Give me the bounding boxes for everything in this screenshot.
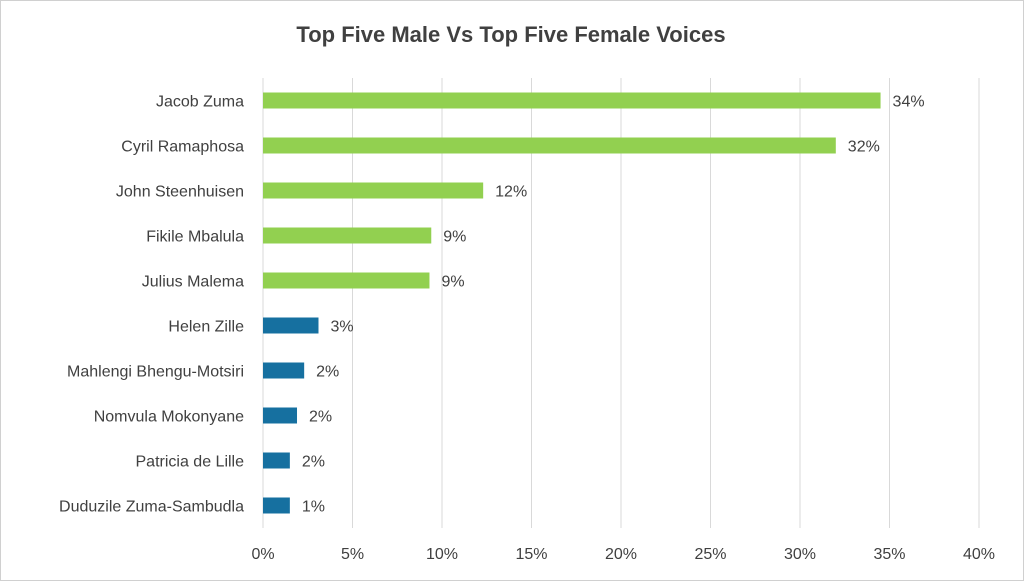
category-label: Julius Malema xyxy=(142,274,244,291)
bar xyxy=(263,452,290,469)
x-tick-label: 30% xyxy=(784,546,816,563)
data-label: 2% xyxy=(302,454,325,471)
x-tick-label: 40% xyxy=(963,546,995,563)
category-label: Patricia de Lille xyxy=(136,454,245,471)
category-labels: Jacob Zuma Cyril Ramaphosa John Steenhuise… xyxy=(59,94,244,516)
x-tick-label: 35% xyxy=(873,546,905,563)
data-label: 9% xyxy=(443,229,466,246)
x-tick-label: 0% xyxy=(251,546,274,563)
bar xyxy=(263,272,430,289)
data-label: 2% xyxy=(316,364,339,381)
bar xyxy=(263,497,290,514)
x-tick-label: 25% xyxy=(694,546,726,563)
category-label: John Steenhuisen xyxy=(116,184,244,201)
category-label: Mahlengi Bhengu-Motsiri xyxy=(67,364,244,381)
bars xyxy=(263,92,881,514)
category-label: Nomvula Mokonyane xyxy=(94,409,244,426)
data-label: 1% xyxy=(302,499,325,516)
data-label: 2% xyxy=(309,409,332,426)
data-label: 9% xyxy=(441,274,464,291)
x-tick-label: 10% xyxy=(426,546,458,563)
bar xyxy=(263,227,432,244)
bar xyxy=(263,362,305,379)
bar xyxy=(263,137,836,154)
x-axis-ticks: 0% 5% 10% 15% 20% 25% 30% 35% 40% xyxy=(251,546,995,563)
bar xyxy=(263,182,484,199)
category-label: Cyril Ramaphosa xyxy=(121,139,244,156)
category-label: Jacob Zuma xyxy=(156,94,244,111)
data-label: 12% xyxy=(495,184,527,201)
category-label: Fikile Mbalula xyxy=(146,229,244,246)
data-label: 34% xyxy=(893,94,925,111)
bar xyxy=(263,317,319,334)
bar xyxy=(263,92,881,109)
data-label: 32% xyxy=(848,139,880,156)
category-label: Helen Zille xyxy=(168,319,244,336)
x-tick-label: 5% xyxy=(341,546,364,563)
x-tick-label: 15% xyxy=(515,546,547,563)
x-tick-label: 20% xyxy=(605,546,637,563)
data-label: 3% xyxy=(330,319,353,336)
data-labels: 34% 32% 12% 9% 9% 3% 2% 2% 2% 1% xyxy=(302,94,925,516)
chart-title: Top Five Male Vs Top Five Female Voices xyxy=(296,22,725,47)
bar xyxy=(263,407,298,424)
category-label: Duduzile Zuma-Sambudla xyxy=(59,499,244,516)
